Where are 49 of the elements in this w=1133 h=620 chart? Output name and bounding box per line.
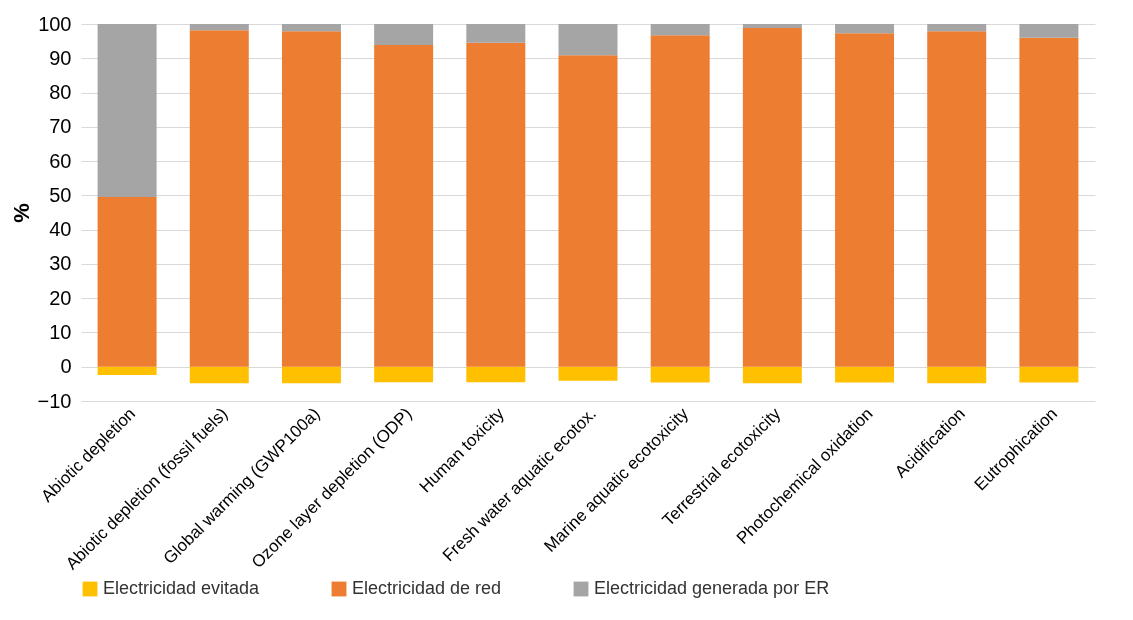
bar: [1019, 24, 1079, 38]
y-tick-label: 30: [49, 252, 72, 275]
bar: [927, 366, 987, 384]
bar: [374, 44, 434, 367]
bar: [927, 24, 987, 32]
legend-label: Electricidad de red: [352, 578, 502, 598]
bar: [650, 35, 710, 367]
bar: [1019, 366, 1079, 383]
bar: [374, 366, 434, 383]
bar: [189, 366, 249, 384]
y-tick-label: 50: [49, 183, 72, 206]
bar: [466, 24, 526, 43]
bar: [558, 24, 618, 56]
bar: [97, 24, 157, 198]
y-tick-label: 0: [60, 355, 72, 378]
y-tick-label: 90: [49, 46, 72, 69]
y-tick-label: 20: [49, 286, 72, 309]
y-tick-label: −10: [37, 389, 72, 412]
bar: [835, 24, 895, 34]
y-axis-title: %: [8, 203, 34, 223]
bar: [281, 24, 341, 32]
legend-label: Electricidad evitada: [103, 578, 261, 598]
y-tick-label: 100: [38, 12, 72, 35]
bar: [97, 366, 157, 375]
bar: [466, 42, 526, 367]
bar: [281, 366, 341, 384]
bar: [835, 366, 895, 383]
bar: [374, 24, 434, 45]
bar: [650, 24, 710, 36]
bar: [1019, 37, 1079, 367]
bar: [742, 28, 802, 367]
bar: [742, 24, 802, 29]
y-tick-label: 10: [49, 320, 72, 343]
bar: [558, 55, 618, 367]
bar: [927, 31, 987, 367]
bar: [835, 33, 895, 367]
bar: [742, 366, 802, 384]
bar: [558, 366, 618, 381]
y-tick-label: 60: [49, 149, 72, 172]
y-tick-label: 70: [49, 115, 72, 138]
legend-label: Electricidad generada por ER: [594, 578, 830, 598]
bar: [189, 30, 249, 367]
bar: [97, 197, 157, 367]
bar: [281, 31, 341, 367]
bar: [189, 24, 249, 31]
y-tick-label: 80: [49, 81, 72, 104]
y-tick-label: 40: [49, 218, 72, 241]
bar: [650, 366, 710, 383]
bar: [466, 366, 526, 383]
